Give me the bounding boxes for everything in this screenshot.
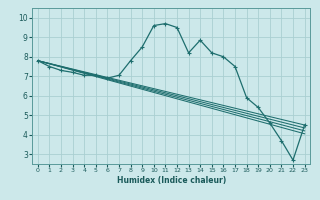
X-axis label: Humidex (Indice chaleur): Humidex (Indice chaleur) <box>116 176 226 185</box>
